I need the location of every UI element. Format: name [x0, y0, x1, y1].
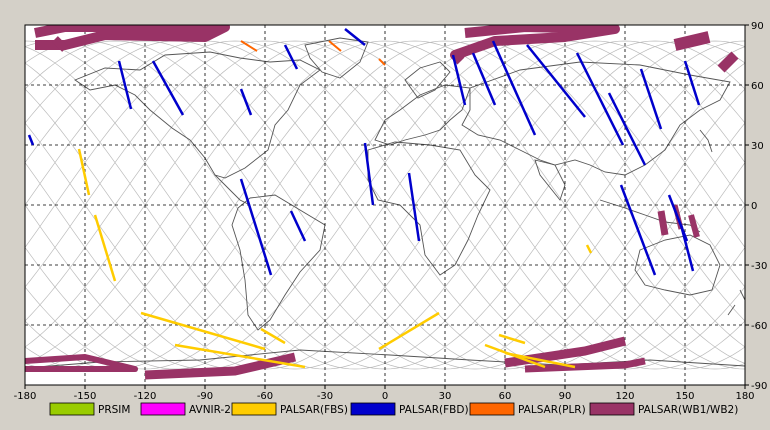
swath-palsar-fbd [239, 88, 253, 116]
legend-swatch [231, 402, 277, 416]
legend-label: PALSAR(WB1/WB2) [638, 404, 738, 416]
swath-palsar-wb [524, 357, 646, 373]
south-america-coast [231, 194, 326, 331]
swath-palsar-fbs [378, 311, 440, 351]
australia-coast [634, 234, 721, 296]
y-tick-label: -60 [751, 321, 767, 332]
antarctica-coast [25, 349, 745, 369]
swath-palsar-fbd [289, 210, 307, 242]
swath-palsar-fbd [607, 92, 647, 166]
legend-swatch [49, 402, 95, 416]
swath-palsar-fbd [363, 142, 375, 206]
y-tick-label: 90 [751, 21, 764, 32]
swath-palsar-fbd [679, 224, 695, 272]
legend-label: PALSAR(FBD) [399, 404, 469, 416]
swath-palsar-wb [717, 51, 739, 73]
swath-palsar-fbs [585, 244, 593, 254]
x-tick-label: 30 [439, 391, 452, 402]
swath-palsar-fbd [151, 60, 185, 116]
swath-palsar-wb [673, 31, 711, 51]
legend-swatch [140, 402, 186, 416]
north-america-coast [74, 51, 321, 179]
swath-palsar-fbs [498, 333, 526, 345]
japan-coast [699, 129, 713, 153]
swath-palsar-fbd [239, 178, 273, 276]
swath-palsar-fbd [27, 134, 35, 146]
swath-palsar-wb [25, 354, 138, 372]
swath-palsar-wb [52, 36, 68, 52]
x-tick-label: -60 [257, 391, 273, 402]
y-tick-label: 0 [751, 201, 757, 212]
swath-palsar-fbd [639, 68, 663, 130]
swath-palsar-fbd [575, 52, 625, 146]
legend-label: PALSAR(FBS) [280, 404, 348, 416]
swath-palsar-plr [240, 40, 258, 52]
x-axis-ticks: -180 -150 -120 -90 -60 -30 0 30 60 90 120 150 180 [14, 385, 755, 402]
coastlines [25, 37, 745, 369]
swath-palsar-fbd [407, 172, 421, 242]
swath-palsar-fbd [471, 52, 497, 106]
swath-palsar-fbd [451, 54, 467, 106]
swath-palsar-fbs [140, 311, 266, 351]
india-coast [534, 159, 566, 201]
orbit-track [25, 40, 745, 370]
graticule [25, 25, 745, 385]
swath-palsar-wb [450, 25, 620, 65]
legend-label: AVNIR-2 [189, 404, 231, 416]
swath-palsar-fbs [260, 327, 286, 345]
swath-palsar-plr [328, 40, 342, 52]
legend-swatch [589, 402, 635, 416]
swath-palsar-fbd [344, 28, 366, 46]
swath-palsar-fbd [117, 60, 133, 110]
swath-palsar-fbs [504, 351, 576, 369]
y-tick-label: -30 [751, 261, 767, 272]
swath-palsar-fbd [283, 44, 299, 70]
scandinavia-coast [404, 61, 451, 99]
y-axis-ticks: 90 60 30 0 -30 -60 -90 [745, 21, 767, 392]
x-tick-label: -30 [317, 391, 333, 402]
y-tick-label: 30 [751, 141, 764, 152]
y-tick-label: 60 [751, 81, 764, 92]
legend-label: PRSIM [98, 404, 130, 416]
legend-swatch [469, 402, 515, 416]
swath-palsar-fbd [491, 40, 537, 136]
x-tick-label: 0 [382, 391, 388, 402]
legend: PRSIM AVNIR-2 PALSAR(FBS) PALSAR(FBD) PALSAR… [49, 402, 738, 416]
y-tick-label: -90 [751, 381, 767, 392]
x-tick-label: -120 [134, 391, 157, 402]
x-tick-label: 120 [615, 391, 634, 402]
swath-palsar-wb [688, 214, 700, 238]
x-tick-label: -90 [197, 391, 213, 402]
x-tick-label: 180 [735, 391, 754, 402]
x-tick-label: 150 [675, 391, 694, 402]
greenland-coast [304, 37, 369, 79]
swath-palsar-fbd [526, 44, 586, 118]
new-zealand-coast [727, 289, 745, 316]
swath-palsar-wb [657, 210, 669, 236]
swath-palsar-fbs [93, 214, 117, 282]
legend-label: PALSAR(PLR) [518, 404, 586, 416]
europe-coast [374, 84, 471, 146]
swath-palsar-fbd [683, 60, 701, 106]
x-tick-label: -180 [14, 391, 37, 402]
swath-palsar-plr [378, 58, 386, 66]
x-tick-label: 90 [559, 391, 572, 402]
swath-palsar-fbs [174, 343, 306, 369]
coverage-swaths [25, 25, 739, 380]
legend-swatch [350, 402, 396, 416]
x-tick-label: 60 [499, 391, 512, 402]
x-tick-label: -150 [74, 391, 97, 402]
swath-palsar-fbs [77, 148, 91, 196]
swath-palsar-fbd [619, 184, 657, 276]
